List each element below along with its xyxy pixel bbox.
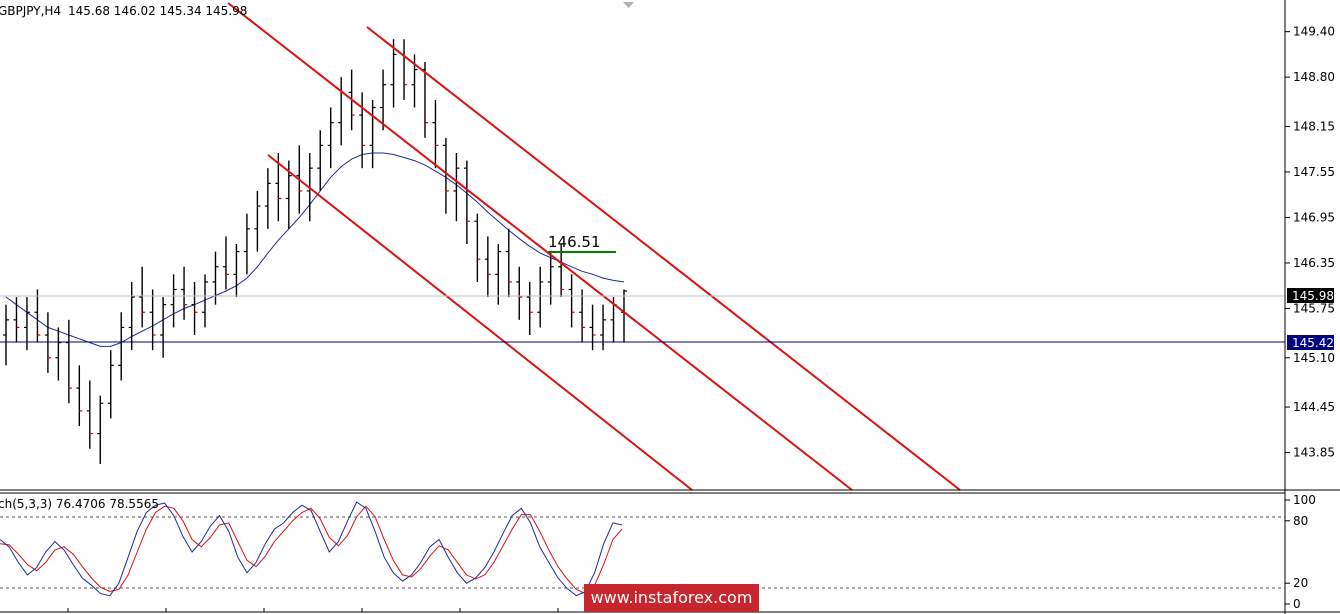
price-tick-label: 149.40 — [1293, 25, 1335, 39]
price-tick-label: 146.35 — [1293, 256, 1335, 270]
stoch-main-line — [0, 501, 623, 597]
price-tick-label: 144.45 — [1293, 400, 1335, 414]
price-bar — [390, 39, 397, 108]
price-bar — [149, 289, 156, 351]
price-bar — [160, 297, 167, 358]
price-bar — [327, 107, 334, 169]
price-bar — [589, 304, 596, 351]
price-tick-label: 148.80 — [1293, 70, 1335, 84]
stoch-tick-label: 20 — [1293, 576, 1308, 590]
horizontal-line-tag: 145.42 — [1287, 335, 1334, 350]
watermark[interactable]: www.instaforex.com — [584, 584, 759, 612]
price-bar — [86, 380, 93, 449]
channel-lower-line[interactable] — [267, 154, 693, 491]
stoch-tick-label: 80 — [1293, 514, 1308, 528]
price-bar — [65, 319, 72, 404]
price-bar — [23, 297, 30, 351]
price-bar — [359, 92, 366, 169]
price-bar — [442, 137, 449, 214]
price-bar — [516, 266, 523, 320]
price-bar — [128, 281, 135, 351]
price-tick-label: 146.95 — [1293, 210, 1335, 224]
price-bar — [243, 213, 250, 275]
price-bar — [484, 236, 491, 298]
chart-symbol: GBPJPY,H4 — [0, 4, 61, 18]
current-price-tag: 145.98 — [1287, 288, 1334, 303]
price-bar — [463, 160, 470, 244]
price-bar — [202, 274, 209, 328]
price-bar — [13, 297, 20, 343]
price-bar — [139, 266, 146, 328]
stoch-tick-label: 0 — [1293, 597, 1301, 611]
price-bar — [453, 152, 460, 222]
price-bar — [34, 289, 41, 343]
price-bar — [181, 266, 188, 320]
horizontal-line-tag-label: 145.42 — [1292, 336, 1334, 350]
price-bar — [474, 213, 481, 282]
price-bar — [170, 274, 177, 328]
scroll-marker-icon[interactable] — [623, 2, 634, 8]
moving-average-line — [5, 152, 625, 347]
price-tick-label: 147.55 — [1293, 165, 1335, 179]
channel-middle-line[interactable] — [227, 2, 853, 491]
price-bar — [537, 266, 544, 328]
channel-upper-line[interactable] — [366, 26, 961, 491]
price-bar — [254, 190, 261, 252]
price-bar — [222, 236, 229, 290]
stoch-signal-line — [0, 505, 623, 595]
stochastic-axis: 100 80 20 0 — [1285, 493, 1316, 611]
price-bar — [97, 395, 104, 464]
price-bar — [495, 244, 502, 305]
stoch-header: ch(5,3,3) 76.4706 78.5565 — [0, 497, 159, 511]
current-price-tag-label: 145.98 — [1292, 289, 1334, 303]
price-tick-label: 145.10 — [1293, 351, 1335, 365]
regression-channel[interactable] — [227, 2, 961, 491]
price-bar — [600, 304, 607, 351]
moving-average-layer — [5, 152, 625, 347]
price-bar — [55, 327, 62, 381]
stoch-tick-label: 100 — [1293, 493, 1316, 507]
price-bar — [369, 99, 376, 169]
price-bar — [44, 312, 51, 373]
price-bar — [568, 274, 575, 328]
price-tick-label: 148.15 — [1293, 119, 1335, 133]
price-bar — [432, 99, 439, 169]
price-bar — [107, 350, 114, 419]
price-bar — [317, 130, 324, 191]
price-tick-label: 145.75 — [1293, 301, 1335, 315]
price-bar — [3, 304, 9, 366]
price-bar — [76, 365, 83, 427]
chart-ohlc: 145.68 146.02 145.34 145.98 — [68, 4, 247, 18]
price-tick-label: 143.85 — [1293, 446, 1335, 460]
price-bar — [579, 289, 586, 343]
price-bar — [264, 168, 271, 229]
level-label: 146.51 — [548, 233, 601, 251]
price-bar — [380, 69, 387, 131]
stochastic-lines — [0, 501, 623, 597]
price-axis: 149.40 148.80 148.15 147.55 146.95 146.35 145.… — [1285, 25, 1335, 460]
price-bar — [526, 281, 533, 336]
price-bar — [233, 244, 240, 298]
price-panel: 146.51 GBPJPY,H4 145.68 146.02 145.34 14… — [0, 0, 1285, 491]
price-bar — [118, 312, 125, 381]
price-bar — [191, 281, 198, 336]
price-bar — [505, 228, 512, 298]
